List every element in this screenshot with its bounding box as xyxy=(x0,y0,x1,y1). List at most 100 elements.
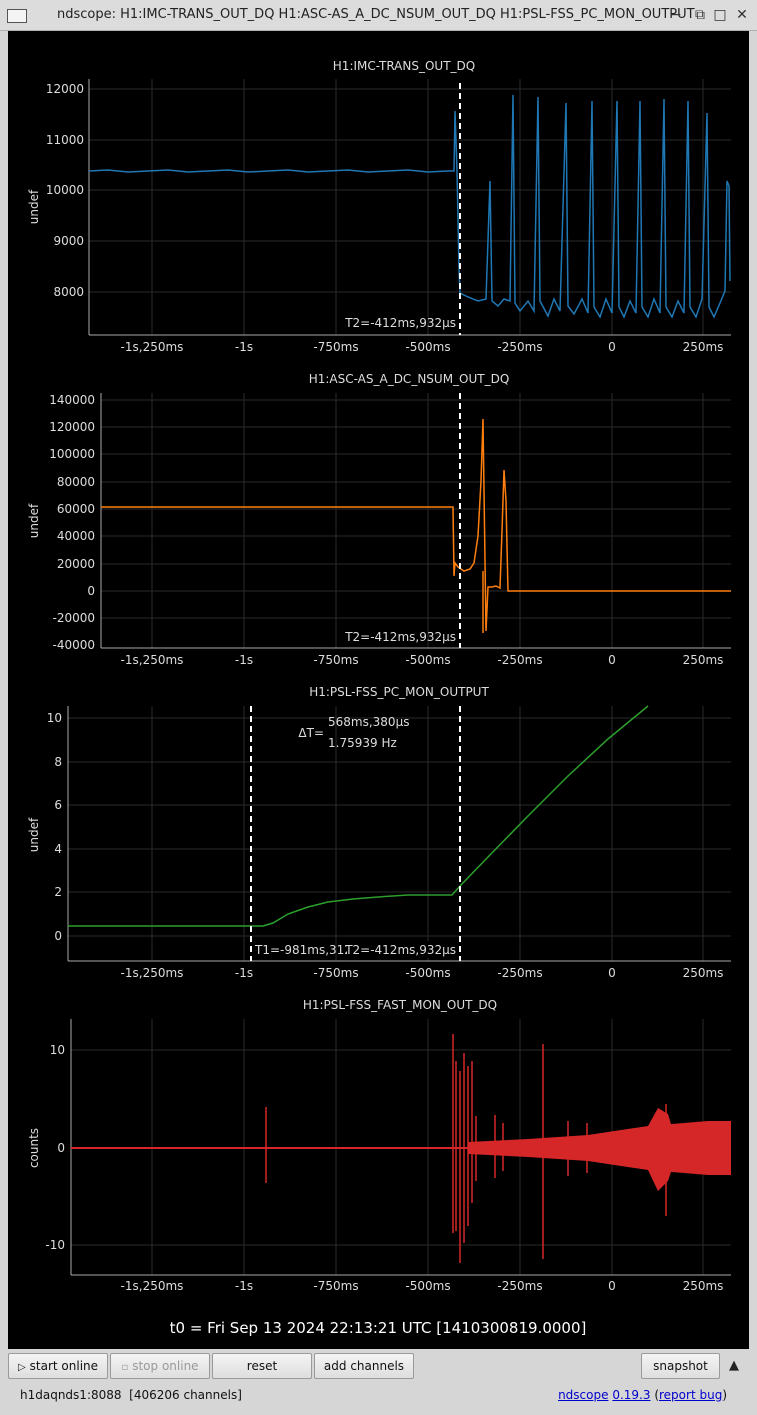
snapshot-button[interactable]: snapshot xyxy=(641,1353,720,1379)
x-tick-label: -500ms xyxy=(405,966,450,980)
x-tick-label: -1s,250ms xyxy=(121,340,184,354)
stop-online-button[interactable]: ▫ stop online xyxy=(110,1353,210,1379)
x-tick-label: -250ms xyxy=(497,966,542,980)
y-tick-labels: 10 0 -10 xyxy=(45,1043,65,1252)
plot-title: H1:ASC-AS_A_DC_NSUM_OUT_DQ xyxy=(309,372,510,386)
y-tick-label: -10 xyxy=(45,1238,65,1252)
axes xyxy=(100,393,731,649)
x-tick-label: -500ms xyxy=(405,340,450,354)
y-tick-label: 40000 xyxy=(57,529,95,543)
minimize-icon[interactable]: − xyxy=(670,7,682,23)
y-tick-label: 100000 xyxy=(49,447,95,461)
series-trace xyxy=(71,1034,731,1263)
grid xyxy=(89,79,731,335)
x-tick-label: -250ms xyxy=(497,340,542,354)
y-axis-label: counts xyxy=(27,1128,41,1168)
version-link[interactable]: 0.19.3 xyxy=(612,1388,651,1402)
x-tick-label: -250ms xyxy=(497,653,542,667)
delta-t-freq: 1.75939 Hz xyxy=(328,736,397,750)
y-tick-label: 10000 xyxy=(46,183,84,197)
play-icon: ▷ xyxy=(17,1362,26,1373)
report-bug-link[interactable]: report bug xyxy=(659,1388,723,1402)
y-tick-label: 120000 xyxy=(49,420,95,434)
x-tick-label: -1s,250ms xyxy=(121,653,184,667)
start-online-label: start online xyxy=(29,1359,99,1373)
axes xyxy=(67,706,731,962)
cursor-t2-label: T2=-412ms,932µs xyxy=(344,943,456,957)
y-tick-label: 11000 xyxy=(46,133,84,147)
x-tick-labels: -1s,250ms -1s -750ms -500ms -250ms 0 250… xyxy=(121,340,724,354)
add-channels-button[interactable]: add channels xyxy=(314,1353,414,1379)
plot-psl-fss-pc-mon[interactable]: H1:PSL-FSS_PC_MON_OUTPUT 10 8 6 4 2 0 un… xyxy=(27,685,731,980)
title-bar: ndscope: H1:IMC-TRANS_OUT_DQ H1:ASC-AS_A… xyxy=(0,0,757,31)
plot-title: H1:PSL-FSS_FAST_MON_OUT_DQ xyxy=(303,998,497,1012)
y-tick-label: 12000 xyxy=(46,82,84,96)
series-line xyxy=(101,418,731,632)
y-tick-label: -20000 xyxy=(52,611,95,625)
reset-button[interactable]: reset xyxy=(212,1353,312,1379)
plot-psl-fss-fast-mon[interactable]: H1:PSL-FSS_FAST_MON_OUT_DQ 10 0 -10 coun… xyxy=(27,998,731,1293)
plot-area[interactable]: H1:IMC-TRANS_OUT_DQ 12000 11000 10000 90… xyxy=(8,31,749,1349)
x-tick-label: -1s xyxy=(235,653,253,667)
y-tick-label: 2 xyxy=(54,885,62,899)
x-tick-label: -250ms xyxy=(497,1279,542,1293)
x-tick-label: -500ms xyxy=(405,1279,450,1293)
channel-count: [406206 channels] xyxy=(129,1388,242,1402)
y-tick-labels: 10 8 6 4 2 0 xyxy=(47,711,62,943)
y-axis-label: undef xyxy=(27,817,41,852)
y-tick-label: 60000 xyxy=(57,502,95,516)
y-axis-label: undef xyxy=(27,189,41,224)
cursor-t2-label: T2=-412ms,932µs xyxy=(344,316,456,330)
y-tick-label: 80000 xyxy=(57,475,95,489)
y-tick-label: -40000 xyxy=(52,638,95,652)
y-tick-label: 8 xyxy=(54,755,62,769)
plot-imc-trans[interactable]: H1:IMC-TRANS_OUT_DQ 12000 11000 10000 90… xyxy=(27,59,731,354)
y-tick-label: 9000 xyxy=(53,234,84,248)
x-tick-label: -1s xyxy=(235,966,253,980)
grid xyxy=(68,706,731,961)
y-tick-labels: 12000 11000 10000 9000 8000 xyxy=(46,82,84,299)
x-tick-label: 0 xyxy=(608,966,616,980)
y-tick-label: 10 xyxy=(50,1043,65,1057)
x-tick-label: 0 xyxy=(608,340,616,354)
stop-icon: ▫ xyxy=(121,1362,129,1373)
y-tick-label: 8000 xyxy=(53,285,84,299)
series-line xyxy=(88,94,731,319)
x-tick-label: -1s xyxy=(235,340,253,354)
plot-title: H1:IMC-TRANS_OUT_DQ xyxy=(333,59,475,73)
restore-icon[interactable]: ⧉ xyxy=(695,7,705,23)
delta-t-prefix: ΔT= xyxy=(298,726,324,740)
x-tick-label: 0 xyxy=(608,1279,616,1293)
x-tick-labels: -1s,250ms -1s -750ms -500ms -250ms 0 250… xyxy=(121,653,724,667)
app-name-link[interactable]: ndscope xyxy=(558,1388,609,1402)
footer: ▷ start online ▫ stop online reset add cha… xyxy=(0,1350,757,1415)
window-title: ndscope: H1:IMC-TRANS_OUT_DQ H1:ASC-AS_A… xyxy=(57,7,695,22)
maximize-icon[interactable]: □ xyxy=(713,7,727,23)
y-tick-label: 0 xyxy=(87,584,95,598)
x-tick-label: -1s,250ms xyxy=(121,1279,184,1293)
y-tick-labels: 140000 120000 100000 80000 60000 40000 2… xyxy=(49,393,95,652)
y-tick-label: 20000 xyxy=(57,557,95,571)
y-tick-label: 140000 xyxy=(49,393,95,407)
grid xyxy=(101,393,731,648)
y-tick-label: 6 xyxy=(54,798,62,812)
cursor-t2-label: T2=-412ms,932µs xyxy=(344,630,456,644)
server-status: h1daqnds1:8088 [406206 channels] xyxy=(20,1388,242,1402)
close-icon[interactable]: ✕ xyxy=(736,7,748,23)
x-tick-label: -1s xyxy=(235,1279,253,1293)
version-info: ndscope 0.19.3 (report bug) xyxy=(558,1388,727,1402)
triangle-up-icon[interactable]: ▲ xyxy=(729,1358,739,1373)
t0-label: t0 = Fri Sep 13 2024 22:13:21 UTC [14103… xyxy=(170,1319,587,1337)
x-tick-label: -750ms xyxy=(313,653,358,667)
start-online-button[interactable]: ▷ start online xyxy=(8,1353,108,1379)
x-tick-label: -500ms xyxy=(405,653,450,667)
x-tick-label: -750ms xyxy=(313,1279,358,1293)
plot-asc-as-a[interactable]: H1:ASC-AS_A_DC_NSUM_OUT_DQ 140000 120000… xyxy=(27,372,731,667)
x-tick-labels: -1s,250ms -1s -750ms -500ms -250ms 0 250… xyxy=(121,966,724,980)
x-tick-label: 250ms xyxy=(683,340,724,354)
x-tick-labels: -1s,250ms -1s -750ms -500ms -250ms 0 250… xyxy=(121,1279,724,1293)
delta-t-time: 568ms,380µs xyxy=(328,715,409,729)
y-tick-label: 10 xyxy=(47,711,62,725)
x-tick-label: -750ms xyxy=(313,340,358,354)
cursor-t1-label: T1=-981ms,312 xyxy=(254,943,352,957)
